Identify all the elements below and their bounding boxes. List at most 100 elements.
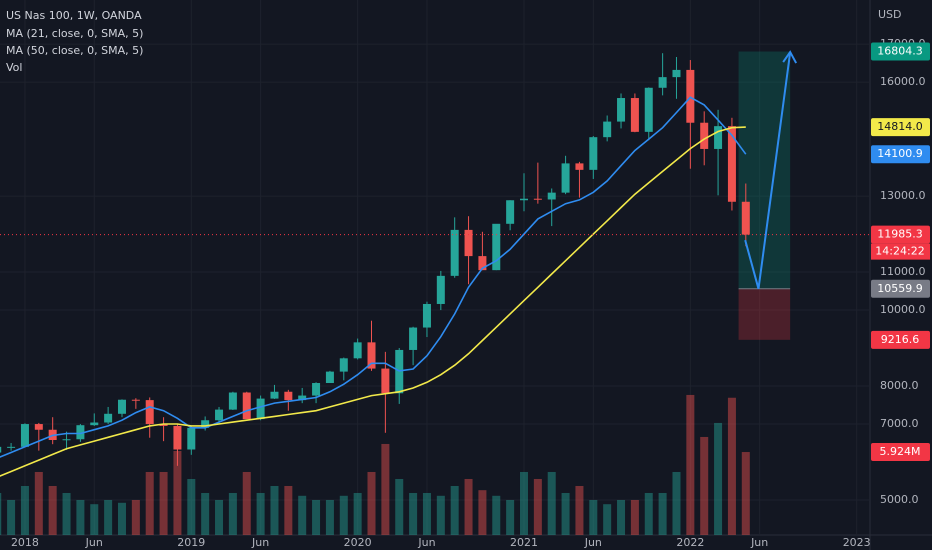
candle-body [34,424,43,430]
candle-body [644,87,653,132]
candle-body [672,69,681,78]
x-tick-label: 2018 [11,536,39,549]
price-tag-label: 9216.6 [881,333,920,346]
price-tag-label: 14814.0 [877,120,923,133]
volume-bar [506,499,515,535]
position-target-zone [738,51,791,289]
ma-line [0,96,747,458]
x-tick-label: 2022 [676,536,704,549]
volume-bar [228,492,237,535]
volume-bar [7,499,16,535]
candle-body [714,126,723,149]
marks [0,51,870,535]
y-tick-label: 16000.0 [880,75,926,88]
candle-body [242,392,251,420]
candle-body [478,256,487,271]
volume-bar [104,499,113,535]
volume-bar [270,485,279,535]
volume-bar [464,478,473,535]
candle-body [436,275,445,304]
volume-bar [741,452,750,535]
volume-bar [589,499,598,535]
x-tick-label: Jun [417,536,435,549]
volume-bar [395,478,404,535]
volume-bar [727,397,736,535]
candle-body [700,122,709,149]
x-tick-label: Jun [251,536,269,549]
candle-body [506,200,515,224]
countdown: 14:24:22 [875,245,924,258]
volume-bar [298,495,307,535]
x-tick-label: 2020 [344,536,372,549]
candle-body [90,422,99,426]
x-tick-label: 2023 [843,536,871,549]
candle-body [367,342,376,369]
candle-body [256,398,265,420]
volume-bar [215,499,224,535]
x-tick-label: 2019 [177,536,205,549]
candle-body [145,400,154,425]
volume-bar [436,495,445,535]
x-tick-label: Jun [85,536,103,549]
candle-body [201,420,210,428]
candle-body [519,198,528,201]
volume-bar [131,499,140,535]
price-tag [871,279,930,298]
volume-bar [547,471,556,535]
candle-body [381,368,390,394]
candle-body [228,392,237,410]
candle-body [173,425,182,450]
volume-bar [34,471,43,535]
volume-bar [48,485,57,535]
candle-body [0,446,2,453]
volume-bar [561,492,570,535]
candle-body [561,163,570,193]
price-tag-label: 10559.9 [877,282,923,295]
volume-bar [644,492,653,535]
volume-bar [0,492,2,535]
candle-body [117,399,126,414]
candle-body [727,126,736,202]
volume-bar [187,478,196,535]
volume-bar [325,499,334,535]
y-tick-label: 10000.0 [880,303,926,316]
candle-body [215,409,224,421]
candle-body [464,229,473,257]
candle-body [617,98,626,122]
volume-bar [173,450,182,535]
candle-body [741,201,750,235]
y-tick-label: 5000.0 [880,493,919,506]
volume-bar [256,492,265,535]
candle-body [325,371,334,384]
volume-bar [201,492,210,535]
price-tag [871,225,930,244]
currency-label: USD [878,8,902,21]
candle-body [76,425,85,440]
candle-body [159,424,168,426]
volume-bar [714,422,723,535]
candle-body [298,395,307,401]
volume-bar [533,478,542,535]
candle-body [575,163,584,170]
price-tag [871,330,930,349]
projection-arrow [744,51,792,290]
volume-bar [617,499,626,535]
y-tick-label: 8000.0 [880,379,919,392]
price-tag [871,443,930,462]
volume-bar [145,471,154,535]
volume-bar [700,436,709,535]
candle-body [312,383,321,396]
candle-body [547,192,556,200]
volume-bar [450,485,459,535]
candle-body [131,399,140,401]
candle-body [270,391,279,399]
candle-body [533,198,542,200]
x-tick-label: 2021 [510,536,538,549]
candle-body [603,121,612,138]
volume-bar [242,471,251,535]
volume-bar [339,495,348,535]
volume-bar [159,471,168,535]
